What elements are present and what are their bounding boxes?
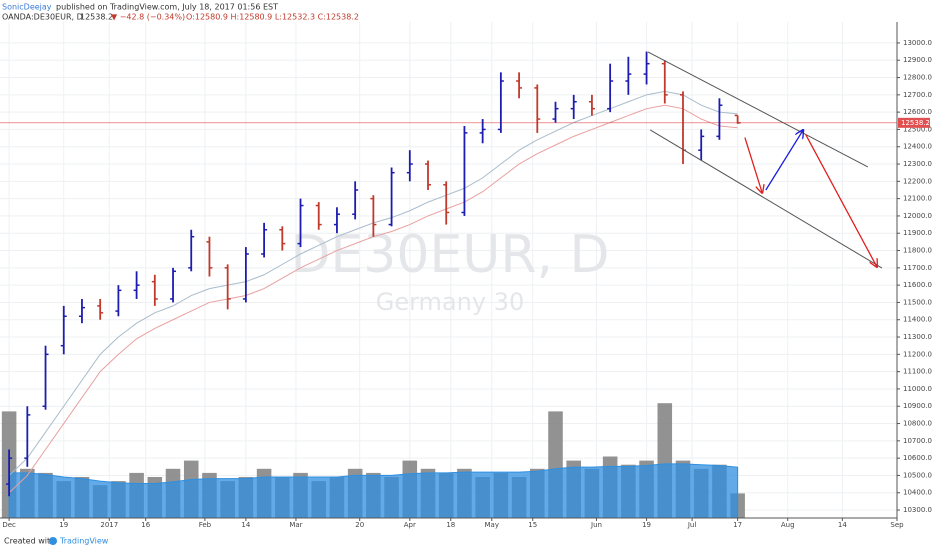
footer-brand[interactable]: TradingView [59,537,109,546]
ohlc-text: O:12580.9 H:12580.9 L:12532.3 C:12538.2 [186,13,359,22]
y-tick-label: 11000.0 [903,385,932,393]
y-tick-label: 12000.0 [903,212,932,220]
y-tick-label: 11700.0 [903,264,932,272]
brand-logo [49,537,57,545]
x-tick-label: 15 [528,521,537,529]
y-tick-label: 13000.0 [903,39,932,47]
y-tick-label: 12100.0 [903,195,932,203]
x-tick-label: 14 [838,521,847,529]
y-tick-label: 10900.0 [903,402,932,410]
y-tick-label: 11500.0 [903,298,932,306]
y-tick-label: 12800.0 [903,74,932,82]
change: ▼ −42.8 (−0.34%) [111,13,185,22]
last-price: 12538.2 [80,13,113,22]
x-tick-label: Jun [590,521,602,529]
y-tick-label: 11600.0 [903,281,932,289]
x-tick-label: Feb [199,521,212,529]
x-tick-label: Jul [687,521,697,529]
published: published on TradingView.com, July 18, 2… [56,3,278,12]
y-tick-label: 10500.0 [903,471,932,479]
x-tick-label: May [485,521,499,529]
symbol: OANDA:DE30EUR, D [2,13,83,22]
y-tick-label: 12200.0 [903,177,932,185]
x-tick-label: 20 [355,521,364,529]
trend-line [647,51,869,168]
price-label-bg [898,117,930,128]
y-tick-label: 12700.0 [903,91,932,99]
author[interactable]: SonicDeejay [2,3,52,12]
x-tick-label: Mar [289,521,302,529]
y-tick-label: 12600.0 [903,108,932,116]
y-tick-label: 11100.0 [903,368,932,376]
arrow [765,130,803,191]
y-tick-label: 12300.0 [903,160,932,168]
y-tick-label: 12400.0 [903,143,932,151]
arrow [744,137,762,193]
footer-created: Created with [4,537,55,546]
watermark: DE30EUR, D [290,225,609,285]
y-tick-label: 10400.0 [903,489,932,497]
y-tick-label: 10800.0 [903,420,932,428]
y-tick-label: 10700.0 [903,437,932,445]
y-tick-label: 12500.0 [903,125,932,133]
trend-line [649,129,883,269]
x-tick-label: Apr [404,521,416,529]
x-tick-label: 17 [733,521,742,529]
arrow [805,134,877,267]
x-tick-label: 14 [241,521,250,529]
x-tick-label: Aug [781,521,795,529]
x-tick-label: Sep [890,521,904,529]
y-tick-label: 10300.0 [903,506,932,514]
y-tick-label: 11300.0 [903,333,932,341]
y-tick-label: 11400.0 [903,316,932,324]
moving-average [8,104,738,494]
x-tick-label: 19 [59,521,68,529]
y-tick-label: 10600.0 [903,454,932,462]
y-tick-label: 11200.0 [903,350,932,358]
y-tick-label: 11800.0 [903,247,932,255]
x-tick-label: Dec [2,521,16,529]
price-label: 12538.2 [901,119,930,127]
watermark-sub: Germany 30 [376,288,524,316]
x-tick-label: 16 [141,521,150,529]
x-tick-label: 2017 [100,521,118,529]
x-tick-label: 18 [446,521,455,529]
volume-ma [8,463,739,519]
y-tick-label: 11900.0 [903,229,932,237]
x-tick-label: 19 [642,521,651,529]
y-tick-label: 12900.0 [903,56,932,64]
